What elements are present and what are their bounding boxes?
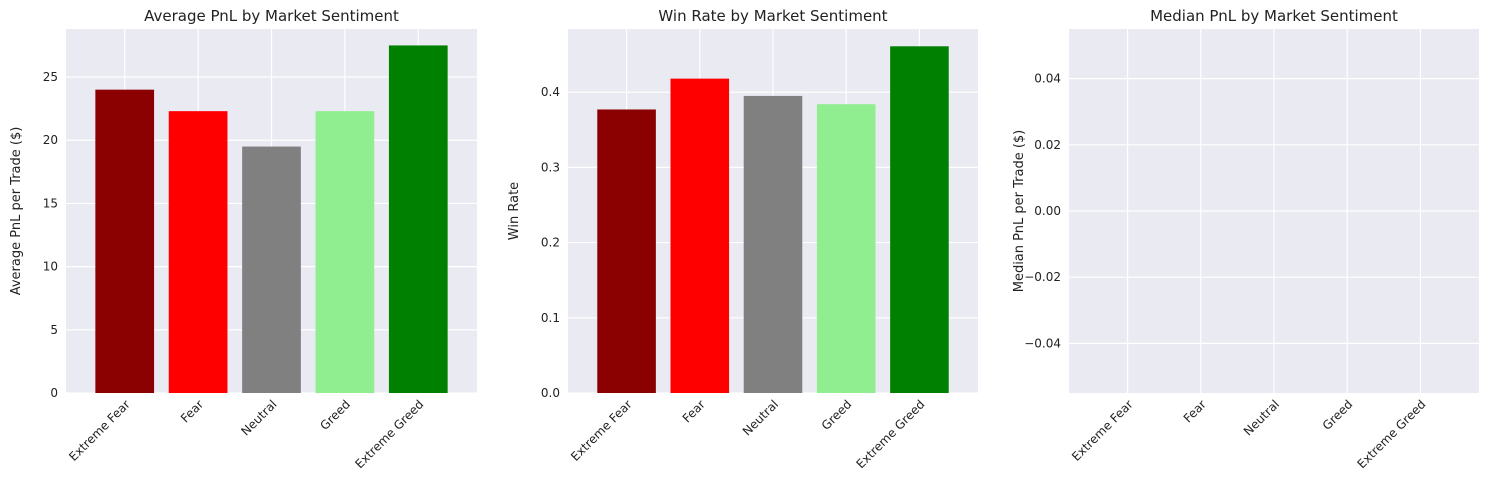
y-tick-label: 20 — [43, 133, 58, 147]
x-tick-label-fear: Fear — [178, 397, 206, 425]
y-tick-label: 0.0 — [541, 386, 560, 400]
bar-extreme-fear — [95, 89, 155, 394]
chart-title: Median PnL by Market Sentiment — [1150, 7, 1398, 25]
y-tick-label: 0.02 — [1034, 138, 1061, 152]
chart-title: Win Rate by Market Sentiment — [658, 7, 887, 25]
chart-panel-3: −0.04 −0.02 0.00 0.02 0.04 Extreme Fear Fear Ne… — [1012, 7, 1479, 471]
y-tick-label: 0.3 — [541, 160, 560, 174]
y-axis-label: Average PnL per Trade ($) — [9, 127, 24, 296]
x-tick-label-extreme-greed: Extreme Greed — [352, 397, 426, 471]
y-tick-label: −0.02 — [1024, 270, 1061, 284]
y-tick-label: 0.1 — [541, 311, 560, 325]
x-tick-label-extreme-fear: Extreme Fear — [568, 397, 635, 464]
x-tick-label-fear: Fear — [680, 397, 708, 425]
y-tick-label: 0.4 — [541, 85, 560, 99]
bar-fear — [168, 111, 228, 394]
y-tick-label: 0.2 — [541, 236, 560, 250]
x-tick-label-extreme-fear: Extreme Fear — [1069, 397, 1136, 464]
bar-greed — [315, 111, 375, 394]
x-tick-label-extreme-greed: Extreme Greed — [854, 397, 928, 471]
y-tick-label: 0.00 — [1034, 204, 1061, 218]
bar-extreme-greed — [890, 46, 949, 394]
x-tick-label-neutral: Neutral — [1241, 397, 1282, 438]
x-tick-label-fear: Fear — [1181, 397, 1209, 425]
y-axis-label: Median PnL per Trade ($) — [1012, 130, 1027, 293]
y-axis-label: Win Rate — [507, 182, 522, 240]
y-tick-label: 25 — [43, 70, 58, 84]
x-tick-label-neutral: Neutral — [740, 397, 781, 438]
y-tick-label: 15 — [43, 196, 58, 210]
x-tick-label-greed: Greed — [1320, 397, 1356, 433]
y-tick-label: 0.04 — [1034, 72, 1061, 86]
y-tick-label: 5 — [50, 323, 58, 337]
bar-extreme-greed — [388, 45, 448, 394]
x-tick-label-greed: Greed — [819, 397, 855, 433]
bar-neutral — [743, 95, 803, 393]
chart-title: Average PnL by Market Sentiment — [144, 7, 399, 25]
x-tick-label-extreme-fear: Extreme Fear — [66, 397, 133, 464]
chart-panel-1: 0 5 10 15 20 25 Extreme Fear Fear Neutral Greed Ex… — [9, 7, 477, 471]
x-tick-label-neutral: Neutral — [238, 397, 279, 438]
bar-fear — [670, 78, 730, 394]
x-tick-label-extreme-greed: Extreme Greed — [1355, 397, 1429, 471]
bar-neutral — [242, 146, 301, 393]
chart-panel-2: 0.0 0.1 0.2 0.3 0.4 Extreme Fear Fear Neutral Gr… — [507, 7, 978, 471]
y-tick-label: −0.04 — [1024, 336, 1061, 350]
bar-extreme-fear — [597, 109, 656, 394]
bar-greed — [816, 104, 876, 394]
y-tick-label: 10 — [43, 260, 58, 274]
y-tick-label: 0 — [50, 386, 58, 400]
x-tick-label-greed: Greed — [317, 397, 353, 433]
